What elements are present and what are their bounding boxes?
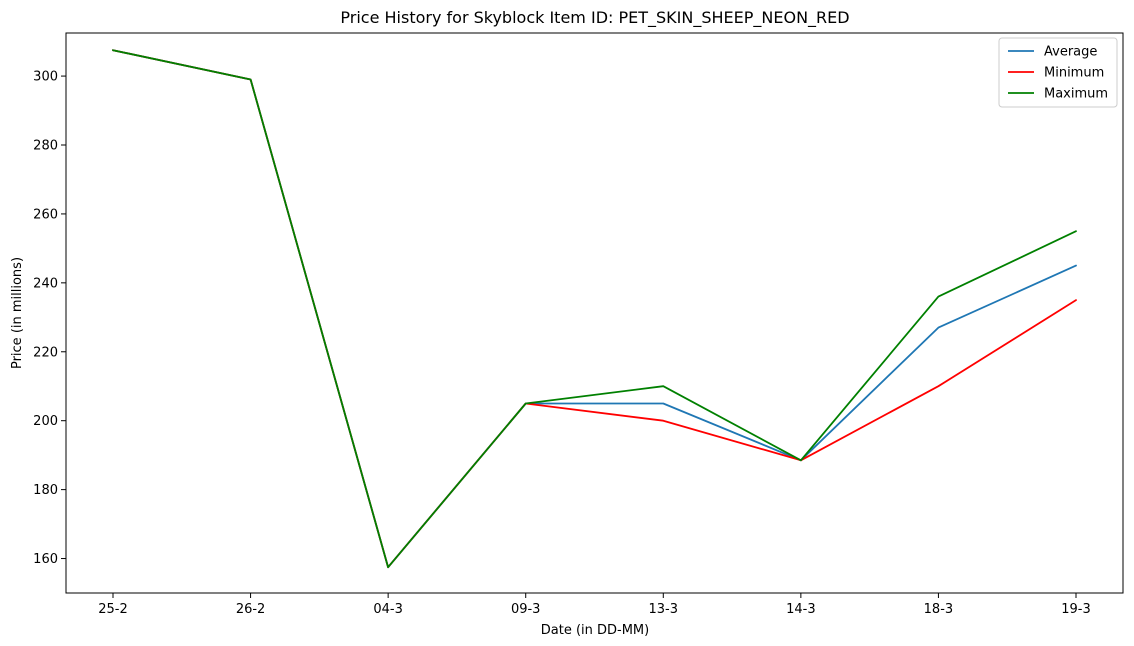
legend-label: Maximum [1044, 87, 1108, 102]
y-tick-label: 160 [33, 552, 58, 567]
series-line-maximum [112, 49, 1077, 569]
y-axis: 160 180 200 220 240 260 280 300 [33, 70, 66, 567]
x-tick-label: 18-3 [924, 602, 954, 617]
y-tick-label: 180 [33, 483, 58, 498]
plot-frame [65, 32, 1124, 594]
legend-box [998, 37, 1118, 108]
y-tick-label: 260 [33, 207, 58, 222]
legend: Average Minimum Maximum [998, 37, 1118, 108]
series-lines [112, 49, 1077, 569]
y-tick-label: 300 [33, 70, 58, 85]
x-tick-label: 13-3 [649, 602, 679, 617]
legend-label: Minimum [1044, 66, 1104, 81]
chart-title: Price History for Skyblock Item ID: PET_… [340, 8, 849, 28]
x-tick-label: 04-3 [373, 602, 403, 617]
x-tick-label: 25-2 [98, 602, 128, 617]
y-tick-label: 240 [33, 276, 58, 291]
y-tick-label: 220 [33, 345, 58, 360]
plot-area [65, 32, 1124, 594]
x-tick-label: 19-3 [1061, 602, 1091, 617]
y-axis-title: Price (in millions) [10, 257, 25, 369]
x-tick-label: 09-3 [511, 602, 541, 617]
x-axis-title: Date (in DD-MM) [541, 623, 649, 638]
y-tick-label: 280 [33, 139, 58, 154]
legend-label: Average [1044, 45, 1097, 60]
y-tick-label: 200 [33, 414, 58, 429]
x-axis: 25-2 26-2 04-3 09-3 13-3 14-3 18-3 19-3 [98, 593, 1091, 617]
x-tick-label: 26-2 [236, 602, 266, 617]
series-line-minimum [112, 49, 1077, 569]
x-tick-label: 14-3 [786, 602, 816, 617]
series-line-average [112, 49, 1077, 569]
